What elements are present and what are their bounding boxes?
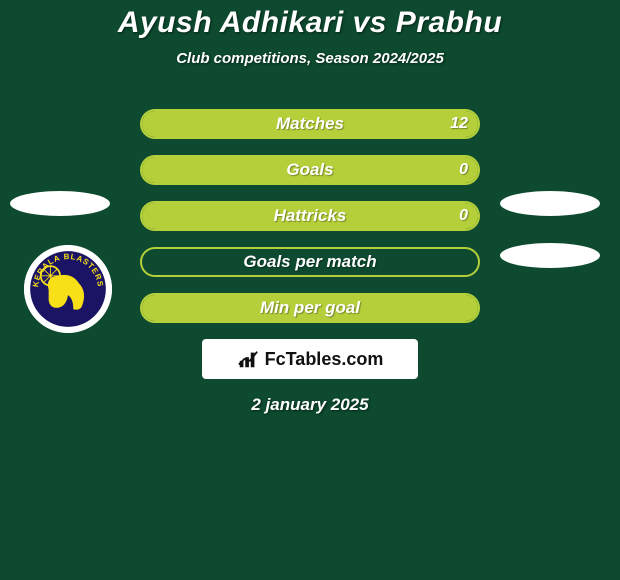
club-left-logo: KERALA BLASTERS (24, 245, 112, 333)
page-title: Ayush Adhikari vs Prabhu (0, 6, 620, 40)
subtitle: Club competitions, Season 2024/2025 (0, 50, 620, 67)
bar-label: Hattricks (274, 206, 347, 226)
bar-row: Goals 0 (140, 155, 480, 185)
bar-row: Matches 12 (140, 109, 480, 139)
bar-value-right: 12 (450, 115, 468, 133)
kerala-blasters-icon: KERALA BLASTERS (24, 245, 112, 333)
bar-chart-icon (237, 348, 259, 370)
player-right-placeholder (500, 191, 600, 216)
watermark-text: FcTables.com (265, 349, 384, 370)
bar-row: Min per goal (140, 293, 480, 323)
bar-value-right: 0 (459, 161, 468, 179)
player-left-placeholder (10, 191, 110, 216)
bar-value-right: 0 (459, 207, 468, 225)
bar-row: Goals per match (140, 247, 480, 277)
bar-label: Matches (276, 114, 344, 134)
bar-row: Hattricks 0 (140, 201, 480, 231)
club-right-placeholder (500, 243, 600, 268)
bar-label: Goals (286, 160, 333, 180)
bar-label: Min per goal (260, 298, 360, 318)
date: 2 january 2025 (0, 395, 620, 415)
bar-label: Goals per match (243, 252, 376, 272)
comparison-bars: Matches 12 Goals 0 Hattricks 0 Goals per match… (140, 109, 480, 323)
watermark: FcTables.com (202, 339, 418, 379)
